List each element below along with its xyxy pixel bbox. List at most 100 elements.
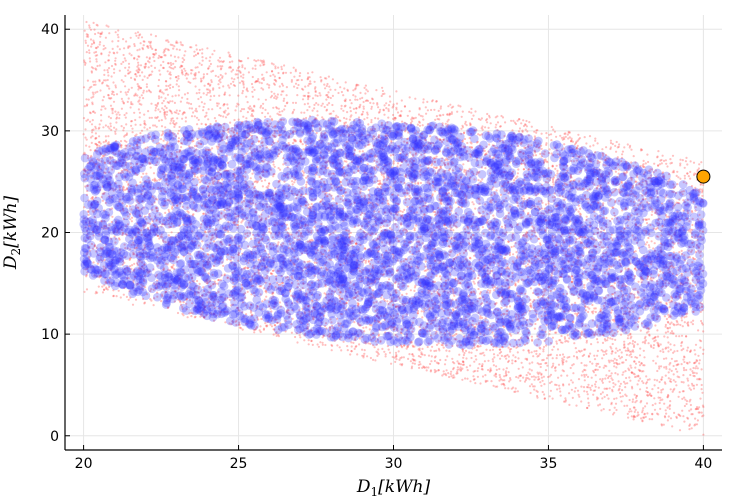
- red-point: [503, 256, 506, 260]
- red-point: [606, 387, 609, 390]
- red-point: [442, 309, 446, 312]
- red-point: [165, 182, 168, 185]
- red-point: [139, 132, 142, 135]
- red-point: [258, 202, 261, 205]
- red-point: [212, 301, 215, 304]
- red-point: [395, 353, 398, 356]
- red-point: [203, 307, 206, 310]
- red-point: [694, 361, 697, 364]
- red-point: [561, 363, 564, 366]
- red-point: [506, 171, 509, 174]
- red-point: [493, 356, 496, 359]
- red-point: [173, 101, 176, 104]
- red-point: [688, 409, 691, 412]
- red-point: [385, 107, 388, 110]
- red-point: [236, 278, 239, 281]
- red-point: [111, 195, 114, 198]
- red-point: [205, 187, 208, 190]
- red-point: [302, 157, 306, 160]
- red-point: [660, 424, 664, 427]
- red-point: [477, 281, 480, 284]
- red-point: [388, 351, 392, 354]
- red-point: [153, 124, 157, 127]
- red-point: [528, 373, 532, 376]
- red-point: [354, 95, 357, 98]
- red-point: [337, 91, 340, 95]
- red-point: [383, 104, 386, 107]
- red-point: [439, 250, 442, 253]
- red-point: [580, 361, 583, 365]
- red-point: [400, 110, 403, 113]
- red-point: [183, 137, 186, 140]
- red-point: [94, 91, 97, 94]
- red-point: [678, 429, 682, 432]
- red-point: [339, 181, 342, 184]
- red-point: [467, 335, 470, 338]
- red-point: [487, 359, 490, 362]
- red-point: [531, 188, 534, 191]
- red-point: [517, 367, 520, 370]
- red-point: [339, 119, 342, 122]
- red-point: [145, 293, 149, 296]
- red-point: [474, 328, 477, 331]
- red-point: [681, 305, 685, 308]
- red-point: [207, 118, 210, 121]
- red-point: [618, 258, 621, 261]
- red-point: [354, 98, 357, 101]
- red-point: [644, 162, 647, 165]
- red-point: [174, 123, 177, 126]
- red-point: [433, 371, 437, 374]
- red-point: [494, 126, 497, 129]
- red-point: [171, 95, 174, 98]
- red-point: [500, 225, 504, 228]
- red-point: [576, 275, 579, 278]
- red-point: [668, 326, 672, 329]
- red-point: [383, 229, 386, 232]
- red-point: [342, 94, 345, 97]
- red-point: [410, 175, 413, 178]
- red-point: [223, 310, 226, 313]
- red-point: [98, 135, 101, 138]
- red-point: [531, 172, 534, 175]
- red-point: [594, 310, 597, 314]
- red-point: [152, 172, 156, 175]
- red-point: [604, 377, 607, 380]
- red-point: [299, 140, 302, 143]
- red-point: [627, 416, 630, 419]
- red-point: [298, 123, 301, 126]
- red-point: [514, 177, 517, 180]
- red-point: [395, 172, 398, 175]
- red-point: [664, 263, 668, 266]
- red-point: [630, 415, 633, 418]
- red-point: [327, 96, 330, 99]
- red-point: [152, 124, 155, 127]
- red-point: [253, 59, 256, 62]
- red-point: [691, 370, 694, 373]
- red-point: [555, 357, 558, 360]
- red-point: [686, 416, 689, 419]
- red-point: [646, 153, 649, 156]
- red-point: [623, 258, 626, 261]
- red-point: [381, 183, 384, 186]
- red-point: [667, 321, 670, 324]
- red-point: [567, 275, 570, 278]
- red-point: [644, 307, 647, 310]
- red-point: [82, 168, 85, 171]
- red-point: [259, 64, 262, 67]
- red-point: [403, 105, 406, 108]
- red-point: [689, 388, 693, 391]
- red-point: [613, 201, 617, 204]
- red-point: [621, 361, 624, 364]
- red-point: [282, 72, 285, 75]
- red-point: [376, 319, 379, 322]
- red-point: [406, 137, 409, 141]
- red-point: [610, 401, 613, 404]
- red-point: [426, 100, 429, 103]
- red-point: [98, 140, 101, 144]
- red-point: [137, 36, 140, 40]
- red-point: [384, 353, 387, 356]
- red-point: [604, 339, 607, 342]
- red-point: [460, 127, 463, 130]
- red-point: [533, 135, 537, 138]
